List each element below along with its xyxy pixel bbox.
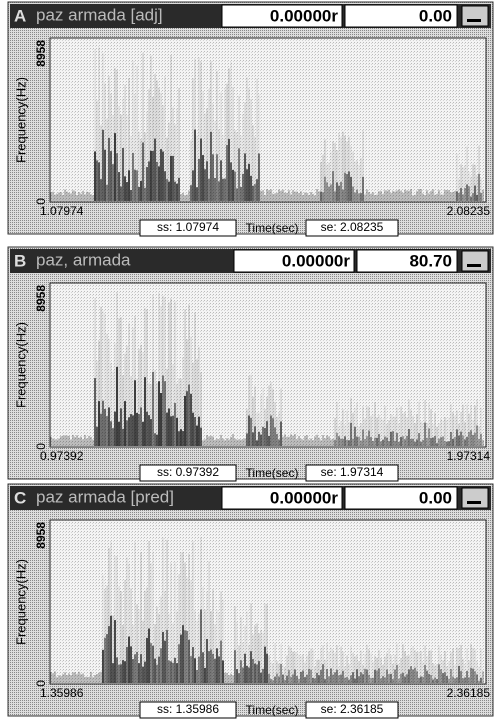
panel-title: paz armada [pred] — [36, 487, 174, 506]
value-field-2: 0.00 — [419, 6, 452, 25]
x-end-label: 2.08235 — [447, 204, 491, 218]
y-top-label: 8958 — [34, 522, 48, 549]
se-field: se: 2.08235 — [321, 220, 384, 234]
panel-title: paz, armada — [36, 250, 131, 269]
value-field-2: 0.00 — [419, 488, 452, 507]
y-axis-label: Frequency(Hz) — [13, 77, 28, 163]
time-label: Time(sec) — [246, 466, 299, 480]
minimize-button[interactable] — [462, 488, 488, 508]
x-end-label: 1.97314 — [447, 449, 491, 463]
y-top-label: 8958 — [34, 40, 48, 67]
ss-field: ss: 1.07974 — [157, 220, 219, 234]
panel-letter: A — [14, 6, 26, 25]
button-glyph — [467, 264, 481, 267]
y-axis-label: Frequency(Hz) — [13, 322, 28, 408]
ss-field: ss: 0.97392 — [157, 465, 219, 479]
screenshot: Apaz armada [adj] 0.00000r 0.00 Frequency(H… — [0, 0, 495, 719]
se-field: se: 2.36185 — [321, 702, 384, 716]
y-axis-label: Frequency(Hz) — [13, 559, 28, 645]
button-glyph — [467, 19, 481, 22]
x-start-label: 0.97392 — [40, 449, 84, 463]
value-field-1: 0.00000r — [270, 488, 338, 507]
value-field-1: 0.00000r — [282, 251, 350, 270]
time-label: Time(sec) — [246, 703, 299, 717]
button-glyph — [467, 501, 481, 504]
x-start-label: 1.35986 — [40, 686, 84, 700]
value-field-1: 0.00000r — [270, 6, 338, 25]
minimize-button[interactable] — [462, 251, 488, 271]
x-end-label: 2.36185 — [447, 686, 491, 700]
se-field: se: 1.97314 — [321, 465, 384, 479]
panel-letter: B — [14, 251, 26, 270]
ss-field: ss: 1.35986 — [157, 702, 219, 716]
panel-letter: C — [14, 488, 26, 507]
minimize-button[interactable] — [462, 6, 488, 26]
y-top-label: 8958 — [34, 285, 48, 312]
value-field-2: 80.70 — [409, 251, 452, 270]
x-start-label: 1.07974 — [40, 204, 84, 218]
panel-title: paz armada [adj] — [36, 5, 163, 24]
time-label: Time(sec) — [246, 221, 299, 235]
